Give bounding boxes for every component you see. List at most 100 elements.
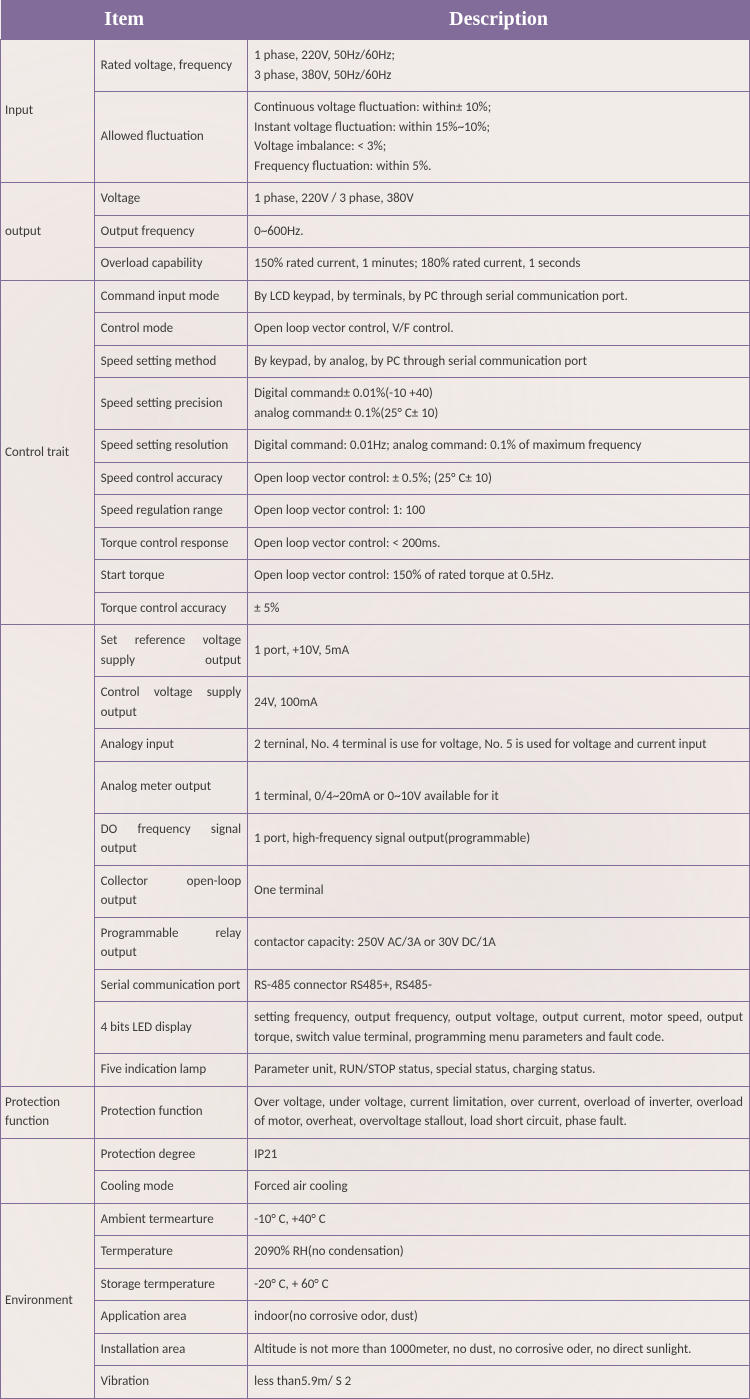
table-row: Vibrationless than5.9m/ S 2 [1,1366,750,1399]
table-row: Analog meter output 1 terminal, 0/4~20mA… [1,761,750,813]
desc-cell: Open loop vector control: 1: 100 [248,495,750,528]
table-row: Serial communication portRS-485 connecto… [1,969,750,1002]
param-cell: Rated voltage, frequency [94,40,248,92]
desc-cell: Over voltage, under voltage, current lim… [248,1086,750,1138]
table-row: Speed setting resolutionDigital command:… [1,430,750,463]
param-cell: Protection function [94,1086,248,1138]
table-row: DO frequency signal output1 port, high-f… [1,813,750,865]
desc-cell: Forced air cooling [248,1171,750,1204]
table-row: Protection functionProtection functionOv… [1,1086,750,1138]
table-row: Overload capability150% rated current, 1… [1,248,750,281]
desc-cell: setting frequency, output frequency, out… [248,1002,750,1054]
category-cell: Control trait [1,280,95,625]
param-cell: Set reference voltage supply output [94,625,248,677]
param-cell: Application area [94,1301,248,1334]
category-cell: Environment [1,1203,95,1398]
desc-line: analog command± 0.1%(25° C± 10) [254,404,743,424]
desc-cell: Digital command± 0.01%(-10 +40)analog co… [248,378,750,430]
desc-line [254,768,743,788]
desc-cell: less than5.9m/ S 2 [248,1366,750,1399]
header-description: Description [248,0,750,40]
desc-cell: -10° C, +40° C [248,1203,750,1236]
param-cell: Ambient termearture [94,1203,248,1236]
desc-line: Digital command± 0.01%(-10 +40) [254,384,743,404]
desc-cell: Parameter unit, RUN/STOP status, special… [248,1054,750,1087]
table-row: Protection degreeIP21 [1,1138,750,1171]
category-cell: output [1,183,95,281]
param-cell: Speed control accuracy [94,462,248,495]
param-cell: Installation area [94,1333,248,1366]
table-row: Set reference voltage supply output1 por… [1,625,750,677]
param-cell: Voltage [94,183,248,216]
desc-cell: RS-485 connector RS485+, RS485- [248,969,750,1002]
table-row: Output frequency0~600Hz. [1,215,750,248]
desc-line: 1 terminal, 0/4~20mA or 0~10V available … [254,787,743,807]
desc-cell: 0~600Hz. [248,215,750,248]
param-cell: Storage termperature [94,1268,248,1301]
table-row: EnvironmentAmbient termearture-10° C, +4… [1,1203,750,1236]
param-cell: Collector open-loop output [94,865,248,917]
desc-cell: indoor(no corrosive odor, dust) [248,1301,750,1334]
param-cell: Analog meter output [94,761,248,813]
param-cell: Speed setting precision [94,378,248,430]
category-cell: Protection function [1,1086,95,1138]
param-cell: Allowed fluctuation [94,92,248,183]
table-body: InputRated voltage, frequency 1 phase, 22… [1,40,750,1399]
desc-cell: Open loop vector control, V/F control. [248,313,750,346]
table-row: Application areaindoor(no corrosive odor… [1,1301,750,1334]
desc-cell: 2 terninal, No. 4 terminal is use for vo… [248,729,750,762]
desc-line: 1 phase, 220V, 50Hz/60Hz; [254,46,743,66]
param-cell: DO frequency signal output [94,813,248,865]
table-row: Installation areaAltitude is not more th… [1,1333,750,1366]
param-cell: Overload capability [94,248,248,281]
table-row: Torque control responseOpen loop vector … [1,527,750,560]
category-cell [1,1138,95,1203]
table-row: Speed setting methodBy keypad, by analog… [1,345,750,378]
param-cell: Control voltage supply output [94,677,248,729]
desc-line: Voltage imbalance: < 3%; [254,137,743,157]
param-cell: Vibration [94,1366,248,1399]
desc-cell: 24V, 100mA [248,677,750,729]
param-cell: Five indication lamp [94,1054,248,1087]
header-item: Item [1,0,248,40]
desc-cell: Open loop vector control: ± 0.5%; (25° C… [248,462,750,495]
table-row: Control modeOpen loop vector control, V/… [1,313,750,346]
param-cell: 4 bits LED display [94,1002,248,1054]
desc-cell: 1 phase, 220V / 3 phase, 380V [248,183,750,216]
desc-cell: Open loop vector control: < 200ms. [248,527,750,560]
param-cell: Torque control accuracy [94,592,248,625]
table-row: Five indication lampParameter unit, RUN/… [1,1054,750,1087]
param-cell: Programmable relay output [94,917,248,969]
desc-cell: 2090% RH(no condensation) [248,1236,750,1269]
table-row: Collector open-loop outputOne terminal [1,865,750,917]
param-cell: Control mode [94,313,248,346]
param-cell: Speed setting resolution [94,430,248,463]
param-cell: Start torque [94,560,248,593]
table-row: Control traitCommand input modeBy LCD ke… [1,280,750,313]
desc-cell: Digital command: 0.01Hz; analog command:… [248,430,750,463]
desc-cell: -20° C, + 60° C [248,1268,750,1301]
desc-cell: 1 port, high-frequency signal output(pro… [248,813,750,865]
param-cell: Protection degree [94,1138,248,1171]
desc-cell: By LCD keypad, by terminals, by PC throu… [248,280,750,313]
param-cell: Speed setting method [94,345,248,378]
desc-cell: 1 terminal, 0/4~20mA or 0~10V available … [248,761,750,813]
table-row: Analogy input2 terninal, No. 4 terminal … [1,729,750,762]
desc-cell: One terminal [248,865,750,917]
desc-line: Instant voltage fluctuation: within 15%~… [254,118,743,138]
desc-line: Frequency fluctuation: within 5%. [254,157,743,177]
param-cell: Output frequency [94,215,248,248]
desc-cell: Continuous voltage fluctuation: within± … [248,92,750,183]
param-cell: Cooling mode [94,1171,248,1204]
param-cell: Speed regulation range [94,495,248,528]
desc-cell: Open loop vector control: 150% of rated … [248,560,750,593]
table-row: Cooling modeForced air cooling [1,1171,750,1204]
category-cell [1,625,95,1087]
desc-cell: ± 5% [248,592,750,625]
table-header: Item Description [1,0,750,40]
param-cell: Command input mode [94,280,248,313]
table-row: 4 bits LED displaysetting frequency, out… [1,1002,750,1054]
category-cell: Input [1,40,95,183]
table-row: InputRated voltage, frequency1 phase, 22… [1,40,750,92]
desc-cell: 1 port, +10V, 5mA [248,625,750,677]
